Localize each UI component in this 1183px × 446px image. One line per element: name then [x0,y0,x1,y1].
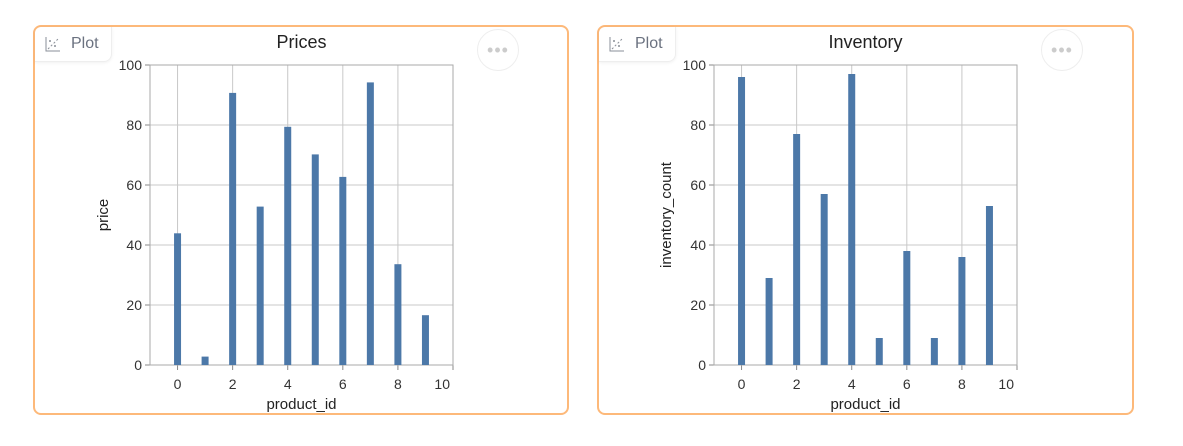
bar [394,264,402,365]
inventory-chart: 0 20 40 60 80 100 0 2 4 6 8 10 Inventory product_id in… [658,32,1018,413]
bar [930,338,938,365]
x-tick-label: 4 [284,376,292,392]
y-tick-label: 0 [698,357,706,373]
y-tick-label: 100 [119,57,143,73]
x-tick-label: 8 [394,376,402,392]
x-tick-label: 2 [229,376,237,392]
x-tick-label: 8 [958,376,966,392]
bar [820,194,828,365]
prices-card: Plot ••• 0 20 40 60 80 100 0 2 4 6 8 10 Prices produc… [33,25,569,415]
bar [201,356,209,365]
bar [339,176,347,365]
bar [284,126,292,365]
x-axis-label: product_id [266,396,336,413]
bar [903,251,911,365]
plot-frame [713,64,1018,366]
x-tick-label: 6 [903,376,911,392]
y-tick-label: 40 [690,237,706,253]
x-tick-label: 0 [738,376,746,392]
more-icon[interactable]: ••• [1041,29,1083,71]
bar [848,74,856,365]
x-tick-label: 6 [339,376,347,392]
bar [421,315,429,365]
plot-badge[interactable]: Plot [599,27,676,62]
bar [875,338,883,365]
plot-label: Plot [635,35,663,52]
bar [229,92,237,366]
y-tick-label: 0 [134,357,142,373]
y-axis-label: price [95,199,112,232]
y-tick-label: 100 [683,57,707,73]
x-tick-label: 4 [848,376,856,392]
bar [765,278,773,365]
bar [958,257,966,365]
chart-icon [45,37,60,52]
chart-title: Inventory [828,32,902,52]
bar [311,154,319,365]
chart-icon [609,37,624,52]
y-tick-label: 60 [690,177,706,193]
inventory-card: Plot ••• 0 20 40 60 80 100 0 2 4 6 8 10 Inventory pro… [597,25,1134,415]
plot-badge[interactable]: Plot [35,27,112,62]
bar [366,82,374,366]
y-tick-label: 80 [690,117,706,133]
plot-label: Plot [71,35,99,52]
y-tick-label: 40 [126,237,142,253]
x-tick-label: 0 [174,376,182,392]
chart-title: Prices [276,32,326,52]
x-tick-label: 2 [793,376,801,392]
bar [174,233,182,365]
y-tick-label: 20 [690,297,706,313]
x-tick-label: 10 [998,376,1014,392]
bar [985,206,993,365]
bar [256,206,264,365]
bar [793,134,801,365]
plot-frame [149,64,454,366]
y-tick-label: 60 [126,177,142,193]
y-axis-label: inventory_count [658,161,675,268]
y-tick-label: 20 [126,297,142,313]
more-icon[interactable]: ••• [477,29,519,71]
y-tick-label: 80 [126,117,142,133]
prices-chart: 0 20 40 60 80 100 0 2 4 6 8 10 Prices product_id price [95,32,454,413]
bar [738,77,746,365]
x-axis-label: product_id [830,396,900,413]
x-tick-label: 10 [434,376,450,392]
